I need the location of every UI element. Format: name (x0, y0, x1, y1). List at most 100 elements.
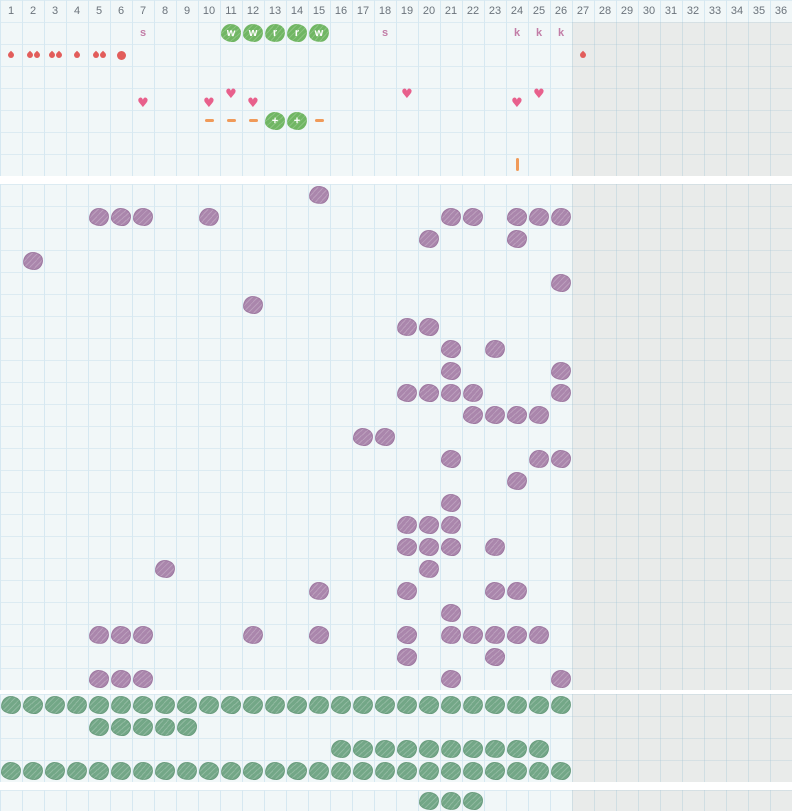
symptom-blob[interactable] (507, 626, 528, 645)
symptom-blob[interactable] (396, 515, 417, 534)
supplement-blob[interactable] (155, 762, 175, 780)
heart-icon[interactable]: ♥ (528, 88, 550, 101)
symptom-blob[interactable] (199, 207, 220, 226)
supplement-blob[interactable] (89, 718, 109, 736)
supplement-blob[interactable] (441, 761, 462, 780)
supplement-blob[interactable] (287, 696, 307, 714)
symptom-blob[interactable] (242, 625, 263, 644)
symptom-blob[interactable] (463, 207, 484, 226)
flow-droplet-icon[interactable] (88, 44, 110, 66)
supplement-blob[interactable] (220, 695, 241, 714)
symptom-blob[interactable] (485, 406, 505, 424)
supplement-blob[interactable] (67, 762, 87, 780)
symptom-blob[interactable] (419, 318, 439, 336)
supplement-blob[interactable] (199, 762, 220, 781)
symptom-blob[interactable] (463, 626, 483, 644)
symptom-blob[interactable] (529, 208, 549, 226)
supplement-blob[interactable] (45, 696, 65, 714)
supplement-blob[interactable] (265, 762, 285, 780)
symptom-blob[interactable] (111, 626, 132, 645)
supplement-blob[interactable] (243, 696, 263, 714)
symptom-blob[interactable] (507, 472, 528, 491)
supplement-blob[interactable] (155, 696, 176, 715)
symptom-blob[interactable] (309, 185, 330, 204)
symptom-blob[interactable] (111, 670, 132, 689)
supplement-blob[interactable] (507, 762, 527, 780)
symptom-blob[interactable] (397, 582, 417, 600)
symptom-blob[interactable] (484, 537, 505, 556)
supplement-blob[interactable] (419, 740, 439, 758)
symptom-blob[interactable] (441, 384, 461, 402)
supplement-blob[interactable] (23, 762, 44, 781)
symptom-blob[interactable] (418, 383, 439, 402)
symptom-blob[interactable] (529, 406, 549, 424)
symptom-blob[interactable] (551, 362, 571, 380)
symptom-blob[interactable] (507, 230, 528, 249)
letter-badge[interactable]: w (220, 23, 241, 42)
supplement-blob[interactable] (551, 696, 572, 715)
symptom-blob[interactable] (463, 405, 484, 424)
symptom-blob[interactable] (551, 384, 572, 403)
supplement-blob[interactable] (463, 762, 483, 780)
note-letter[interactable]: k (506, 25, 528, 41)
symptom-blob[interactable] (309, 626, 330, 645)
supplement-blob[interactable] (485, 696, 505, 714)
symptom-blob[interactable] (440, 537, 461, 556)
symptom-blob[interactable] (484, 647, 505, 666)
symptom-blob[interactable] (441, 449, 462, 468)
symptom-blob[interactable] (441, 515, 462, 534)
supplement-blob[interactable] (462, 695, 483, 714)
supplement-blob[interactable] (440, 739, 461, 758)
symptom-blob[interactable] (396, 317, 417, 336)
supplement-blob[interactable] (507, 740, 528, 759)
supplement-blob[interactable] (110, 717, 131, 736)
symptom-blob[interactable] (441, 494, 461, 512)
symptom-blob[interactable] (440, 625, 461, 644)
supplement-blob[interactable] (485, 739, 506, 758)
supplement-blob[interactable] (330, 761, 351, 780)
flow-droplet-icon[interactable] (110, 44, 132, 66)
symptom-blob[interactable] (396, 625, 417, 644)
letter-badge[interactable]: w (243, 24, 263, 42)
symptom-blob[interactable] (23, 252, 44, 271)
supplement-blob[interactable] (375, 761, 396, 780)
symptom-blob[interactable] (133, 208, 153, 226)
supplement-blob[interactable] (528, 761, 549, 780)
symptom-blob[interactable] (551, 670, 571, 688)
symptom-blob[interactable] (89, 670, 110, 689)
symptom-blob[interactable] (485, 582, 505, 600)
bar-icon[interactable] (516, 158, 519, 171)
supplement-blob[interactable] (396, 739, 417, 758)
heart-icon[interactable]: ♥ (220, 88, 242, 101)
supplement-blob[interactable] (418, 695, 439, 714)
letter-badge[interactable]: r (264, 23, 285, 42)
supplement-blob[interactable] (66, 695, 87, 714)
symptom-blob[interactable] (551, 450, 571, 468)
symptom-blob[interactable] (551, 274, 571, 292)
supplement-blob[interactable] (419, 792, 439, 810)
symptom-blob[interactable] (528, 449, 549, 468)
symptom-blob[interactable] (110, 207, 131, 226)
flow-droplet-icon[interactable] (22, 44, 44, 66)
flow-droplet-icon[interactable] (44, 44, 66, 66)
supplement-blob[interactable] (286, 761, 307, 780)
symptom-blob[interactable] (484, 339, 505, 358)
symptom-blob[interactable] (419, 559, 440, 578)
symptom-blob[interactable] (133, 669, 154, 688)
symptom-blob[interactable] (441, 362, 462, 381)
symptom-blob[interactable] (441, 208, 462, 227)
supplement-blob[interactable] (133, 696, 154, 715)
supplement-blob[interactable] (1, 696, 21, 714)
supplement-blob[interactable] (331, 696, 352, 715)
heart-icon[interactable]: ♥ (506, 97, 528, 110)
heart-icon[interactable]: ♥ (242, 97, 264, 110)
symptom-blob[interactable] (529, 626, 550, 645)
letter-badge[interactable]: r (287, 24, 307, 42)
supplement-blob[interactable] (177, 761, 198, 780)
supplement-blob[interactable] (264, 695, 285, 714)
supplement-blob[interactable] (353, 762, 373, 780)
symptom-blob[interactable] (419, 538, 439, 556)
supplement-blob[interactable] (177, 695, 198, 714)
note-letter[interactable]: k (528, 25, 550, 41)
symptom-blob[interactable] (419, 516, 439, 534)
